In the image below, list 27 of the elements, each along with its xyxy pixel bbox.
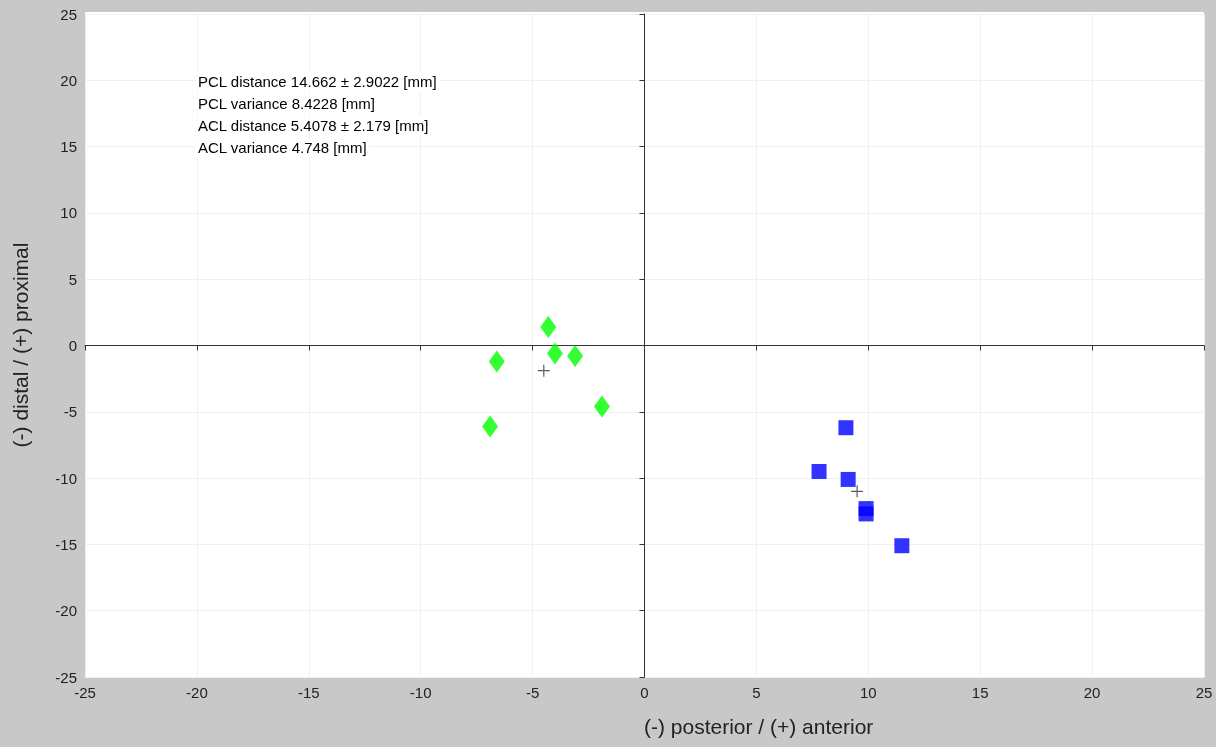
y-tick-label: -10: [55, 469, 77, 487]
y-tick-label: 20: [60, 71, 77, 89]
annotation: ACL variance 4.748 [mm]: [198, 139, 367, 156]
y-tick-label: -5: [63, 403, 77, 421]
x-tick-label: 0: [640, 684, 649, 701]
y-tick-label: -15: [55, 535, 77, 553]
x-tick-label: -5: [525, 684, 540, 701]
y-tick-label: -20: [55, 602, 77, 620]
y-tick-label: -25: [55, 668, 77, 686]
annotation: PCL variance 8.4228 [mm]: [198, 95, 376, 112]
y-tick-label: 25: [60, 5, 77, 23]
x-tick-label: 20: [1083, 684, 1101, 701]
x-tick-label: 5: [752, 684, 761, 701]
x-tick-label: -10: [409, 684, 432, 701]
x-tick-label: 25: [1195, 684, 1213, 701]
x-tick-label: -15: [297, 684, 320, 701]
x-tick-label: -20: [186, 684, 208, 701]
y-tick-label: 0: [68, 337, 77, 354]
y-axis-title: (-) distal / (+) proximal: [8, 242, 32, 448]
y-tick-label: 15: [60, 138, 77, 156]
y-tick-label: 5: [68, 270, 77, 288]
x-tick-label: 15: [971, 684, 989, 701]
y-tick-label: 10: [60, 204, 77, 222]
annotation: PCL distance 14.662 ± 2.9022 [mm]: [198, 73, 437, 90]
annotation: ACL distance 5.4078 ± 2.179 [mm]: [198, 117, 429, 134]
x-tick-label: 10: [859, 684, 877, 701]
x-axis-title: (-) posterior / (+) anterior: [644, 715, 874, 738]
